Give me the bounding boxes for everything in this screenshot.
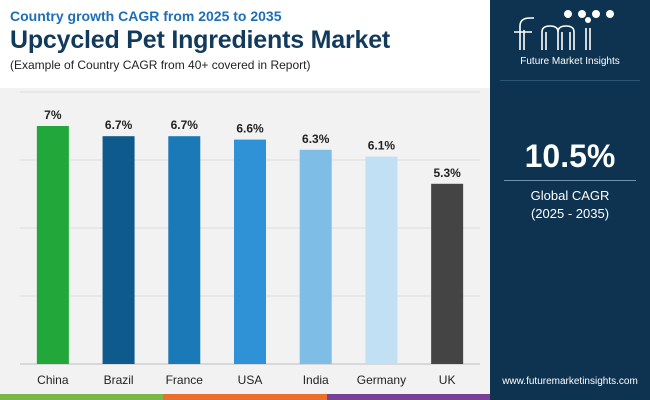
- website-link[interactable]: www.futuremarketinsights.com: [502, 376, 638, 387]
- x-tick-label-uk: UK: [439, 373, 456, 387]
- bar-france: [168, 136, 201, 364]
- x-tick-label-brazil: Brazil: [104, 373, 134, 387]
- strip-segment-green: [0, 394, 164, 400]
- x-tick-label-india: India: [303, 373, 329, 387]
- x-tick-label-usa: USA: [238, 373, 263, 387]
- bar-usa: [234, 139, 266, 364]
- data-label-usa: 6.6%: [236, 122, 264, 136]
- chart-note: (Example of Country CAGR from 40+ covere…: [10, 58, 311, 72]
- data-label-germany: 6.1%: [368, 139, 396, 153]
- bar-chart: 7% China 6.7% Brazil 6.7% France 6.6% USA 6.3% In…: [20, 91, 480, 387]
- x-tick-label-germany: Germany: [357, 373, 406, 387]
- data-label-brazil: 6.7%: [105, 118, 133, 132]
- data-label-france: 6.7%: [171, 118, 199, 132]
- global-cagr-period: (2025 - 2035): [530, 206, 610, 221]
- chart-title: Upcycled Pet Ingredients Market: [10, 26, 391, 54]
- strip-segment-orange: [163, 394, 327, 400]
- bar-india: [299, 149, 332, 364]
- fmi-logo-icon: [514, 10, 614, 50]
- logo-brand-text: Future Market Insights: [520, 56, 620, 67]
- bar-germany: [365, 156, 398, 364]
- global-cagr-label: Global CAGR: [530, 188, 610, 203]
- x-tick-label-china: China: [37, 373, 69, 387]
- chart-subtitle: Country growth CAGR from 2025 to 2035: [10, 8, 282, 24]
- data-label-india: 6.3%: [302, 132, 330, 146]
- strip-segment-purple: [326, 394, 490, 400]
- chart-area: 7% China 6.7% Brazil 6.7% France 6.6% USA 6.3% In…: [0, 88, 490, 394]
- bottom-color-strip: [0, 394, 490, 400]
- data-label-uk: 5.3%: [433, 166, 461, 180]
- bar-uk: [431, 183, 464, 364]
- bar-china: [36, 126, 69, 364]
- sidebar-panel: Future Market Insights 10.5% Global CAGR…: [490, 0, 650, 400]
- x-tick-label-france: France: [166, 373, 204, 387]
- global-cagr-value: 10.5%: [524, 138, 616, 174]
- logo-divider: [500, 80, 640, 81]
- bar-brazil: [102, 136, 135, 364]
- chart-header: Country growth CAGR from 2025 to 2035 Up…: [0, 0, 490, 78]
- cagr-divider: [504, 180, 636, 181]
- data-label-china: 7%: [44, 108, 62, 122]
